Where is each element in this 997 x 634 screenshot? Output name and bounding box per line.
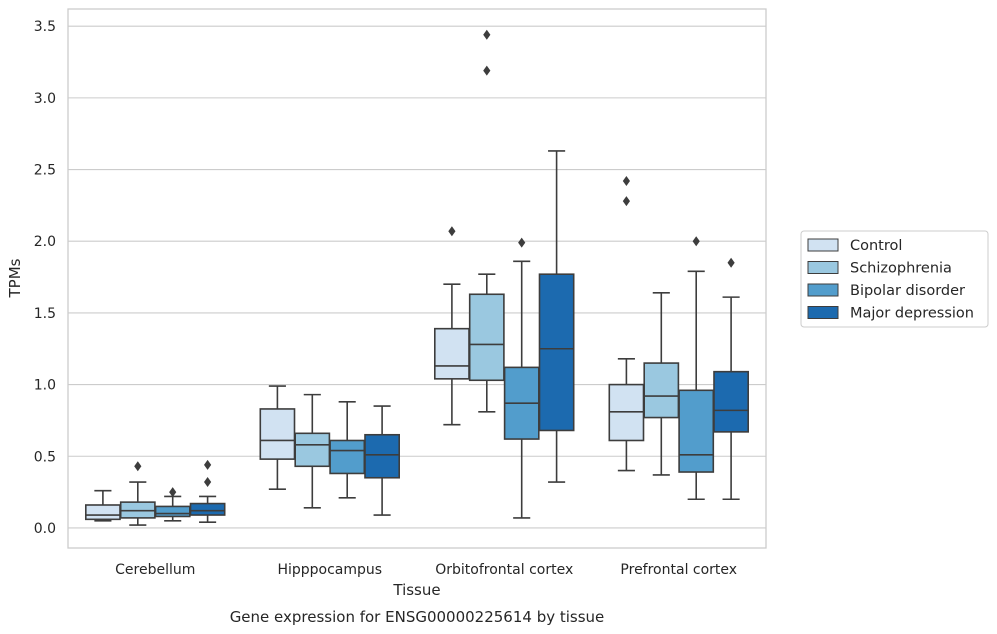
outlier-point: [692, 236, 700, 247]
y-tick-label: 1.5: [34, 306, 56, 322]
x-tick-label: Hipppocampus: [277, 562, 382, 578]
box-group-0: [84, 459, 226, 526]
box-group-1: [259, 385, 401, 516]
box: [643, 292, 680, 476]
box-group-2: [433, 29, 575, 519]
legend-swatch: [807, 306, 839, 319]
box: [538, 150, 575, 483]
box-groups: [84, 29, 750, 526]
outlier-point: [134, 461, 142, 472]
outlier-point: [622, 176, 630, 187]
box-body: [259, 408, 296, 460]
box: [503, 237, 540, 519]
y-tick-label: 3.5: [34, 19, 56, 35]
y-tick-label: 3.0: [34, 91, 56, 107]
box-body: [678, 389, 715, 473]
y-tick-label: 1.0: [34, 378, 56, 394]
box-body: [538, 273, 575, 432]
y-tick-label: 2.0: [34, 234, 56, 250]
legend-label: Schizophrenia: [850, 261, 952, 277]
legend-swatch: [807, 238, 839, 252]
box: [189, 459, 226, 523]
box-group-3: [608, 176, 750, 501]
box: [119, 461, 156, 526]
x-tick-label: Orbitofrontal cortex: [435, 562, 573, 578]
y-axis-label: TPMs: [6, 258, 24, 298]
outlier-point: [483, 65, 491, 76]
legend-swatch: [807, 283, 839, 297]
x-tick-label: Cerebellum: [115, 562, 195, 578]
outlier-point: [204, 477, 212, 488]
y-tick-label: 2.5: [34, 163, 56, 179]
box: [433, 226, 470, 426]
legend-label: Bipolar disorder: [850, 283, 965, 299]
grid-lines: [68, 25, 766, 529]
outlier-point: [518, 237, 526, 248]
box-body: [433, 327, 470, 380]
box: [84, 489, 121, 522]
outlier-point: [727, 257, 735, 268]
box: [329, 400, 366, 499]
plot-area-frame: [67, 8, 767, 549]
outlier-point: [622, 196, 630, 207]
box: [468, 29, 505, 413]
box: [294, 393, 331, 509]
y-tick-labels: 0.0 0.5 1.0 1.5 2.0 2.5 3.0 3.5: [34, 19, 56, 537]
chart-caption: Gene expression for ENSG00000225614 by t…: [230, 608, 605, 626]
box: [713, 257, 750, 501]
box-body: [189, 502, 226, 516]
box: [678, 236, 715, 501]
y-tick-label: 0.5: [34, 449, 56, 465]
legend-frame: [800, 230, 989, 328]
outlier-point: [169, 487, 177, 498]
box-body: [329, 439, 366, 475]
box: [154, 487, 191, 522]
legend-label: Control: [850, 238, 902, 254]
box-body: [468, 293, 505, 382]
x-tick-labels: Cerebellum Hipppocampus Orbitofrontal cort…: [115, 562, 737, 578]
box: [259, 385, 296, 491]
legend-swatch: [807, 261, 839, 274]
outlier-point: [204, 459, 212, 470]
box-body: [84, 504, 121, 521]
x-tick-label: Prefrontal cortex: [620, 562, 737, 578]
outlier-point: [448, 226, 456, 237]
box: [608, 176, 645, 472]
box-body: [643, 362, 680, 419]
outlier-point: [483, 29, 491, 40]
legend: Control Schizophrenia Bipolar disorder Majo…: [800, 230, 989, 328]
box: [364, 405, 401, 516]
box-body: [154, 505, 191, 518]
y-tick-label: 0.0: [34, 521, 56, 537]
legend-label: Major depression: [850, 306, 974, 322]
box-body: [364, 433, 401, 479]
legend-items: Control Schizophrenia Bipolar disorder Majo…: [807, 238, 974, 322]
box-body: [713, 370, 750, 433]
box-body: [294, 432, 331, 468]
x-axis-label: Tissue: [392, 581, 440, 599]
